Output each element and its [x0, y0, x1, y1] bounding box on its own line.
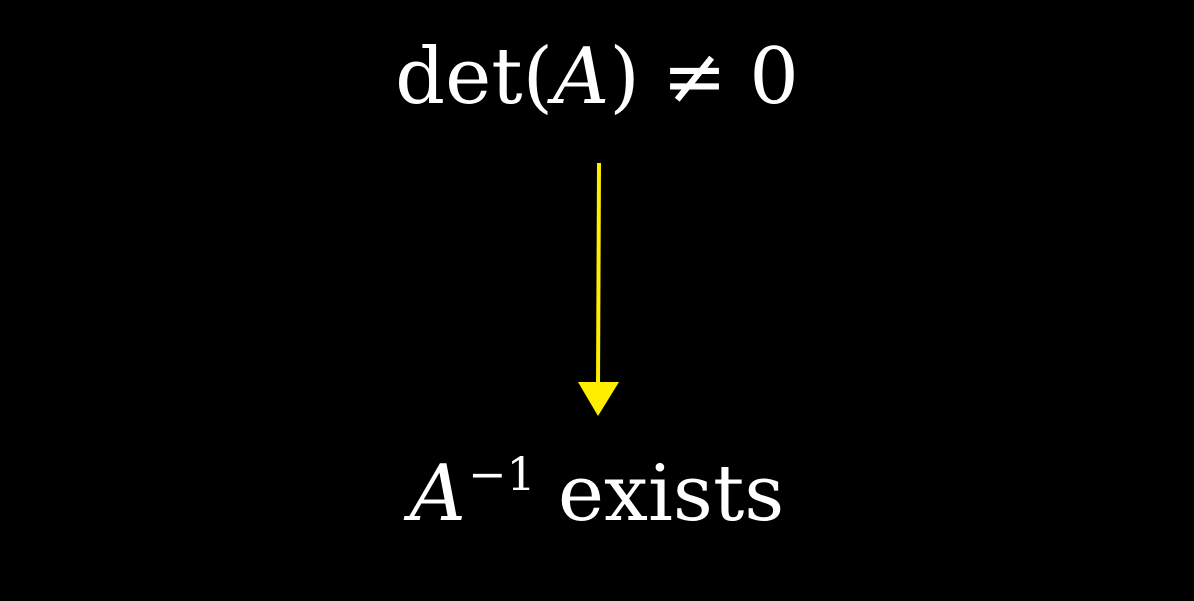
inverse-exists-statement: A−1 exists — [0, 451, 1194, 533]
arrow-shaft — [596, 162, 601, 389]
det-function: det — [395, 32, 523, 122]
open-paren: ( — [522, 32, 554, 122]
arrow-head — [578, 382, 619, 416]
matrix-variable: A — [553, 32, 610, 122]
zero-value: 0 — [749, 32, 799, 122]
determinant-condition: det(A) ≠ 0 — [0, 38, 1194, 116]
inverse-superscript: −1 — [468, 447, 536, 501]
matrix-variable: A — [409, 449, 467, 539]
close-paren: ) — [609, 32, 640, 122]
exists-word: exists — [557, 449, 785, 539]
not-equal-sign: ≠ — [661, 32, 728, 122]
